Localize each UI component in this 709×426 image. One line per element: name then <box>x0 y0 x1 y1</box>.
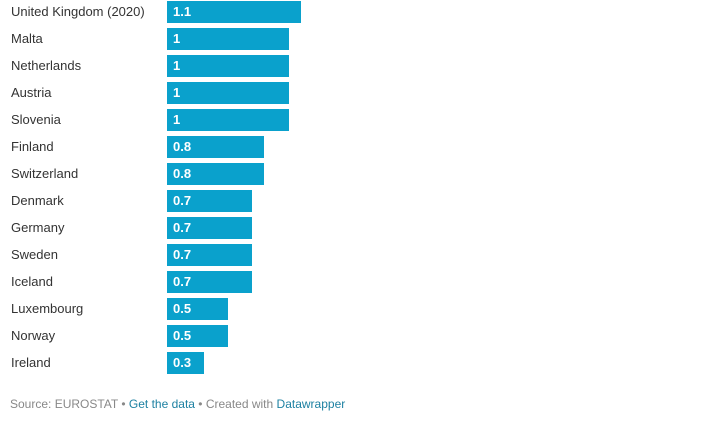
category-label: Denmark <box>11 193 64 208</box>
bar: 1 <box>167 82 289 104</box>
bar-value-label: 0.7 <box>173 220 192 235</box>
bar-value-label: 0.3 <box>173 355 192 370</box>
bar-value-label: 0.8 <box>173 139 192 154</box>
category-label: Ireland <box>11 355 51 370</box>
bar: 0.3 <box>167 352 204 374</box>
created-with-text: Created with <box>205 397 274 411</box>
bar: 0.7 <box>167 244 252 266</box>
category-label: Sweden <box>11 247 58 262</box>
bar-value-label: 0.7 <box>173 274 192 289</box>
bar-value-label: 1 <box>173 112 181 127</box>
bar: 0.5 <box>167 325 228 347</box>
bar-value-label: 0.7 <box>173 193 192 208</box>
bar: 0.5 <box>167 298 228 320</box>
separator-2: • <box>194 397 206 411</box>
bar-value-label: 0.7 <box>173 247 192 262</box>
bar: 0.8 <box>167 163 264 185</box>
bar-value-label: 1 <box>173 58 181 73</box>
bar: 1.1 <box>167 1 301 23</box>
category-label: Switzerland <box>11 166 79 181</box>
bar: 0.7 <box>167 271 252 293</box>
category-label: Malta <box>11 31 43 46</box>
bar-chart: United Kingdom (2020) 1.1 Malta 1 Netherland… <box>11 1 301 374</box>
bar-value-label: 0.8 <box>173 166 192 181</box>
category-label: Norway <box>11 328 56 343</box>
bar: 1 <box>167 109 289 131</box>
bar-value-label: 0.5 <box>173 301 192 316</box>
bar-value-label: 1.1 <box>173 4 192 19</box>
source-text: Source: EUROSTAT <box>10 397 119 411</box>
bar: 1 <box>167 55 289 77</box>
bar: 0.7 <box>167 190 252 212</box>
separator-1: • <box>118 397 129 411</box>
category-label: Slovenia <box>11 112 61 127</box>
chart-footer: Source: EUROSTAT • Get the data • Create… <box>10 397 345 411</box>
category-label: Luxembourg <box>11 301 84 316</box>
bar-value-label: 0.5 <box>173 328 192 343</box>
bar-value-label: 1 <box>173 85 181 100</box>
category-label: Austria <box>11 85 52 100</box>
bar-value-label: 1 <box>173 31 181 46</box>
category-label: Finland <box>11 139 54 154</box>
datawrapper-link[interactable]: Datawrapper <box>276 397 346 411</box>
bar: 0.7 <box>167 217 252 239</box>
bar: 1 <box>167 28 289 50</box>
category-label: Netherlands <box>11 58 82 73</box>
get-the-data-link[interactable]: Get the data <box>128 397 195 411</box>
bar: 0.8 <box>167 136 264 158</box>
category-label: Germany <box>11 220 65 235</box>
category-label: Iceland <box>11 274 53 289</box>
category-label: United Kingdom (2020) <box>11 4 145 19</box>
